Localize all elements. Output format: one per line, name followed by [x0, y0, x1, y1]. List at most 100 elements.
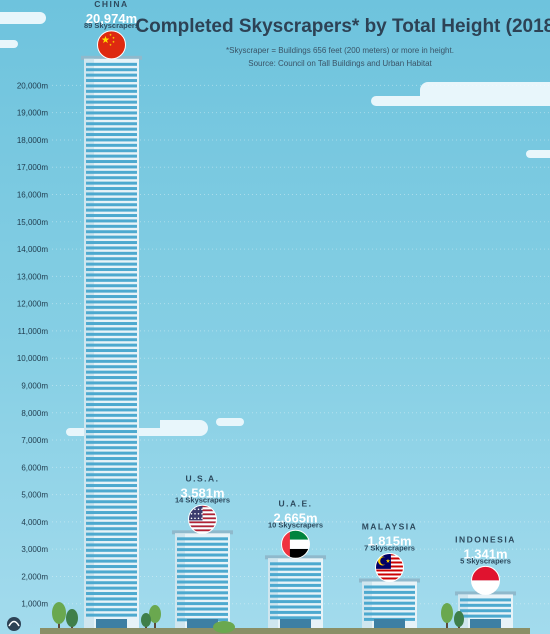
window-stripe — [86, 192, 137, 196]
category-label: MALAYSIA — [362, 521, 418, 531]
window-stripe — [86, 111, 137, 115]
value-label: 3,581m — [180, 485, 224, 500]
window-stripe — [86, 613, 137, 617]
brand-logo-icon — [7, 617, 21, 631]
window-stripe — [270, 600, 321, 604]
y-tick-label: 15,000m — [17, 218, 48, 227]
y-tick-label: 14,000m — [17, 245, 48, 254]
window-stripe — [86, 170, 137, 174]
y-tick-label: 12,000m — [17, 300, 48, 309]
window-stripe — [86, 581, 137, 585]
window-stripe — [86, 516, 137, 520]
bar-shade — [268, 558, 278, 631]
window-stripe — [86, 548, 137, 552]
window-stripe — [270, 616, 321, 620]
tree-icon — [441, 603, 453, 628]
usa-flag-icon — [188, 505, 217, 534]
tree-icon — [141, 613, 151, 628]
source-note: Source: Council on Tall Buildings and Ur… — [248, 59, 432, 68]
window-stripe — [364, 612, 415, 616]
window-stripe — [86, 133, 137, 137]
window-stripe — [177, 575, 228, 579]
window-stripe — [177, 537, 228, 541]
window-stripe — [270, 594, 321, 598]
window-stripe — [86, 197, 137, 201]
window-stripe — [86, 575, 137, 579]
window-stripe — [86, 95, 137, 99]
window-stripe — [86, 122, 137, 126]
window-stripe — [177, 591, 228, 595]
bush-icon — [213, 621, 235, 633]
window-stripe — [86, 554, 137, 558]
window-stripe — [270, 610, 321, 614]
window-stripe — [86, 543, 137, 547]
tree-icon — [149, 605, 161, 628]
window-stripe — [86, 381, 137, 385]
window-stripe — [177, 542, 228, 546]
window-stripe — [86, 608, 137, 612]
y-tick-label: 6,000m — [21, 463, 48, 472]
window-stripe — [86, 597, 137, 601]
y-tick-label: 7,000m — [21, 436, 48, 445]
category-label: CHINA — [94, 0, 128, 9]
window-stripe — [86, 343, 137, 347]
y-tick-label: 2,000m — [21, 572, 48, 581]
window-stripe — [177, 548, 228, 552]
window-stripe — [86, 208, 137, 212]
window-stripe — [86, 462, 137, 466]
window-stripe — [86, 127, 137, 131]
window-stripe — [86, 311, 137, 315]
window-stripe — [86, 284, 137, 288]
window-stripe — [460, 609, 511, 613]
window-stripe — [364, 596, 415, 600]
window-stripe — [270, 573, 321, 577]
building-entrance — [374, 619, 405, 629]
window-stripe — [364, 601, 415, 605]
tree-icon — [66, 609, 78, 628]
window-stripe — [86, 219, 137, 223]
window-stripe — [86, 181, 137, 185]
window-stripe — [86, 592, 137, 596]
window-stripe — [270, 583, 321, 587]
window-stripe — [86, 316, 137, 320]
value-label: 1,815m — [367, 533, 411, 548]
window-stripe — [270, 562, 321, 566]
window-stripe — [86, 149, 137, 153]
window-stripe — [86, 251, 137, 255]
y-tick-label: 3,000m — [21, 545, 48, 554]
window-stripe — [86, 527, 137, 531]
y-tick-label: 11,000m — [17, 327, 48, 336]
window-stripe — [270, 589, 321, 593]
footnote: *Skyscraper = Buildings 656 feet (200 me… — [226, 46, 454, 55]
window-stripe — [86, 408, 137, 412]
flag-border — [471, 565, 500, 595]
window-stripe — [86, 332, 137, 336]
window-stripe — [86, 370, 137, 374]
window-stripe — [177, 585, 228, 589]
window-stripe — [270, 578, 321, 582]
bar-china: 20,974m CHINA 89 Skyscrapers — [81, 0, 142, 631]
window-stripe — [86, 230, 137, 234]
flag-border — [97, 30, 126, 60]
window-stripe — [86, 273, 137, 277]
count-label: 7 Skyscrapers — [364, 543, 415, 552]
window-stripe — [86, 354, 137, 358]
window-stripe — [86, 295, 137, 299]
window-stripe — [86, 224, 137, 228]
bar-shade — [362, 581, 372, 631]
cloud — [526, 150, 550, 158]
window-stripe — [270, 605, 321, 609]
window-stripe — [86, 349, 137, 353]
window-stripe — [177, 607, 228, 611]
bar-usa: 3,581m U.S.A. 14 Skyscrapers — [172, 473, 233, 631]
window-stripe — [86, 397, 137, 401]
value-label: 2,665m — [273, 510, 317, 525]
count-label: 14 Skyscrapers — [175, 495, 230, 504]
window-stripe — [86, 435, 137, 439]
window-stripe — [86, 484, 137, 488]
window-stripe — [86, 241, 137, 245]
china-flag-icon — [97, 30, 126, 59]
window-stripe — [364, 585, 415, 589]
window-stripe — [86, 413, 137, 417]
